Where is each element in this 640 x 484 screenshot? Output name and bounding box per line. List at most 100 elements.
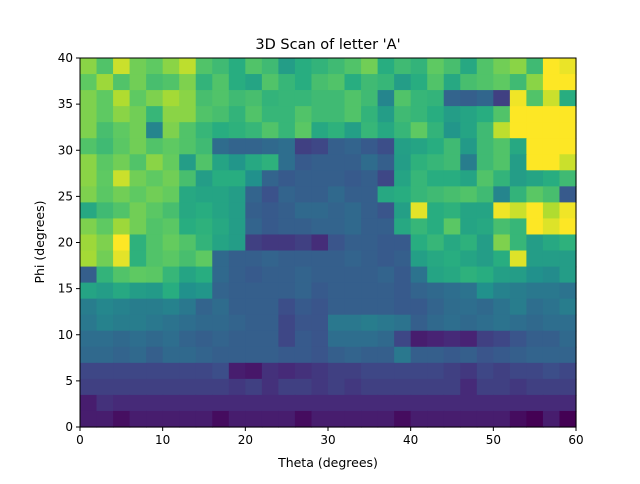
heatmap-cell bbox=[476, 234, 494, 252]
heatmap-cell bbox=[146, 218, 164, 236]
x-tick-label: 60 bbox=[568, 433, 583, 447]
heatmap-cell bbox=[278, 202, 296, 220]
heatmap-cell bbox=[443, 282, 461, 300]
heatmap-cell bbox=[146, 138, 164, 155]
heatmap-cell bbox=[179, 202, 197, 220]
heatmap-cell bbox=[245, 410, 263, 428]
heatmap-cell bbox=[162, 138, 180, 155]
heatmap-cell bbox=[311, 90, 329, 107]
heatmap-cell bbox=[394, 346, 412, 364]
heatmap-cell bbox=[493, 58, 511, 75]
heatmap-cell bbox=[179, 138, 197, 155]
heatmap-cell bbox=[311, 154, 329, 171]
heatmap-cell bbox=[96, 266, 114, 284]
heatmap-cell bbox=[261, 314, 279, 332]
heatmap-cell bbox=[80, 138, 98, 155]
heatmap-cell bbox=[328, 58, 346, 75]
heatmap-cell bbox=[443, 106, 461, 123]
heatmap-cell bbox=[526, 186, 544, 203]
x-axis-ticks: 0 10 20 30 40 50 60 bbox=[76, 427, 584, 447]
heatmap-cell bbox=[377, 138, 395, 155]
heatmap-cell bbox=[146, 122, 164, 139]
heatmap-cell bbox=[278, 234, 296, 252]
heatmap-cell bbox=[361, 250, 379, 268]
heatmap-cell bbox=[294, 122, 313, 139]
heatmap-cell bbox=[542, 202, 561, 220]
heatmap-cell bbox=[113, 106, 131, 123]
heatmap-cell bbox=[526, 74, 544, 91]
heatmap-cell bbox=[179, 394, 197, 412]
heatmap-cell bbox=[476, 410, 494, 428]
heatmap-cell bbox=[195, 298, 213, 316]
heatmap-cell bbox=[443, 330, 461, 348]
heatmap-cell bbox=[162, 106, 180, 123]
heatmap-cell bbox=[113, 330, 131, 348]
heatmap-cell bbox=[493, 234, 511, 252]
heatmap-cell bbox=[493, 74, 511, 91]
heatmap-cell bbox=[294, 186, 313, 203]
heatmap-cell bbox=[129, 154, 147, 171]
heatmap-cell bbox=[278, 90, 296, 107]
heatmap-cell bbox=[476, 58, 494, 75]
heatmap-cell bbox=[410, 122, 428, 139]
heatmap-cell bbox=[80, 266, 98, 284]
heatmap-cell bbox=[542, 90, 561, 107]
heatmap-cell bbox=[245, 394, 263, 412]
heatmap-cell bbox=[493, 170, 511, 187]
heatmap-cell bbox=[410, 154, 428, 171]
heatmap-cell bbox=[228, 58, 246, 75]
heatmap-cell bbox=[245, 314, 263, 332]
heatmap-cell bbox=[129, 282, 147, 300]
heatmap-cell bbox=[245, 74, 263, 91]
heatmap-cell bbox=[410, 170, 428, 187]
heatmap-cell bbox=[195, 410, 213, 428]
heatmap-cell bbox=[410, 106, 428, 123]
heatmap-cell bbox=[394, 250, 412, 268]
heatmap-cell bbox=[245, 330, 263, 348]
heatmap-cell bbox=[394, 122, 412, 139]
heatmap-cell bbox=[294, 138, 313, 155]
heatmap-cell bbox=[493, 282, 511, 300]
heatmap-cell bbox=[162, 266, 180, 284]
heatmap-cell bbox=[212, 298, 230, 316]
heatmap-cell bbox=[493, 106, 511, 123]
heatmap-cell bbox=[493, 298, 511, 316]
heatmap-cell bbox=[328, 378, 346, 396]
heatmap-cell bbox=[493, 314, 511, 332]
heatmap-cell bbox=[212, 266, 230, 284]
heatmap-cell bbox=[96, 106, 114, 123]
heatmap-cell bbox=[509, 266, 527, 284]
heatmap-cell bbox=[443, 250, 461, 268]
heatmap-cell bbox=[394, 202, 412, 220]
heatmap-cell bbox=[542, 282, 561, 300]
heatmap-cell bbox=[427, 362, 445, 380]
heatmap-cell bbox=[344, 218, 362, 236]
heatmap-cell bbox=[493, 362, 511, 380]
heatmap-cell bbox=[410, 250, 428, 268]
heatmap-cell bbox=[509, 202, 527, 220]
heatmap-cell bbox=[526, 266, 544, 284]
heatmap-cell bbox=[377, 234, 395, 252]
heatmap-cell bbox=[261, 202, 279, 220]
heatmap-cell bbox=[228, 266, 246, 284]
heatmap-cell bbox=[195, 266, 213, 284]
heatmap-cell bbox=[410, 394, 428, 412]
heatmap-cell bbox=[328, 330, 346, 348]
heatmap-cell bbox=[212, 122, 230, 139]
heatmap-cell bbox=[113, 122, 131, 139]
heatmap-cell bbox=[394, 170, 412, 187]
heatmap-cell bbox=[344, 410, 362, 428]
heatmap-cell bbox=[427, 122, 445, 139]
heatmap-cell bbox=[328, 298, 346, 316]
heatmap-cell bbox=[179, 170, 197, 187]
heatmap-cell bbox=[394, 298, 412, 316]
heatmap-cell bbox=[344, 74, 362, 91]
heatmap-cell bbox=[162, 170, 180, 187]
heatmap-cell bbox=[542, 122, 561, 139]
heatmap-cell bbox=[245, 346, 263, 364]
heatmap-cell bbox=[328, 90, 346, 107]
heatmap-cell bbox=[361, 138, 379, 155]
heatmap-cell bbox=[361, 90, 379, 107]
heatmap-cell bbox=[278, 410, 296, 428]
